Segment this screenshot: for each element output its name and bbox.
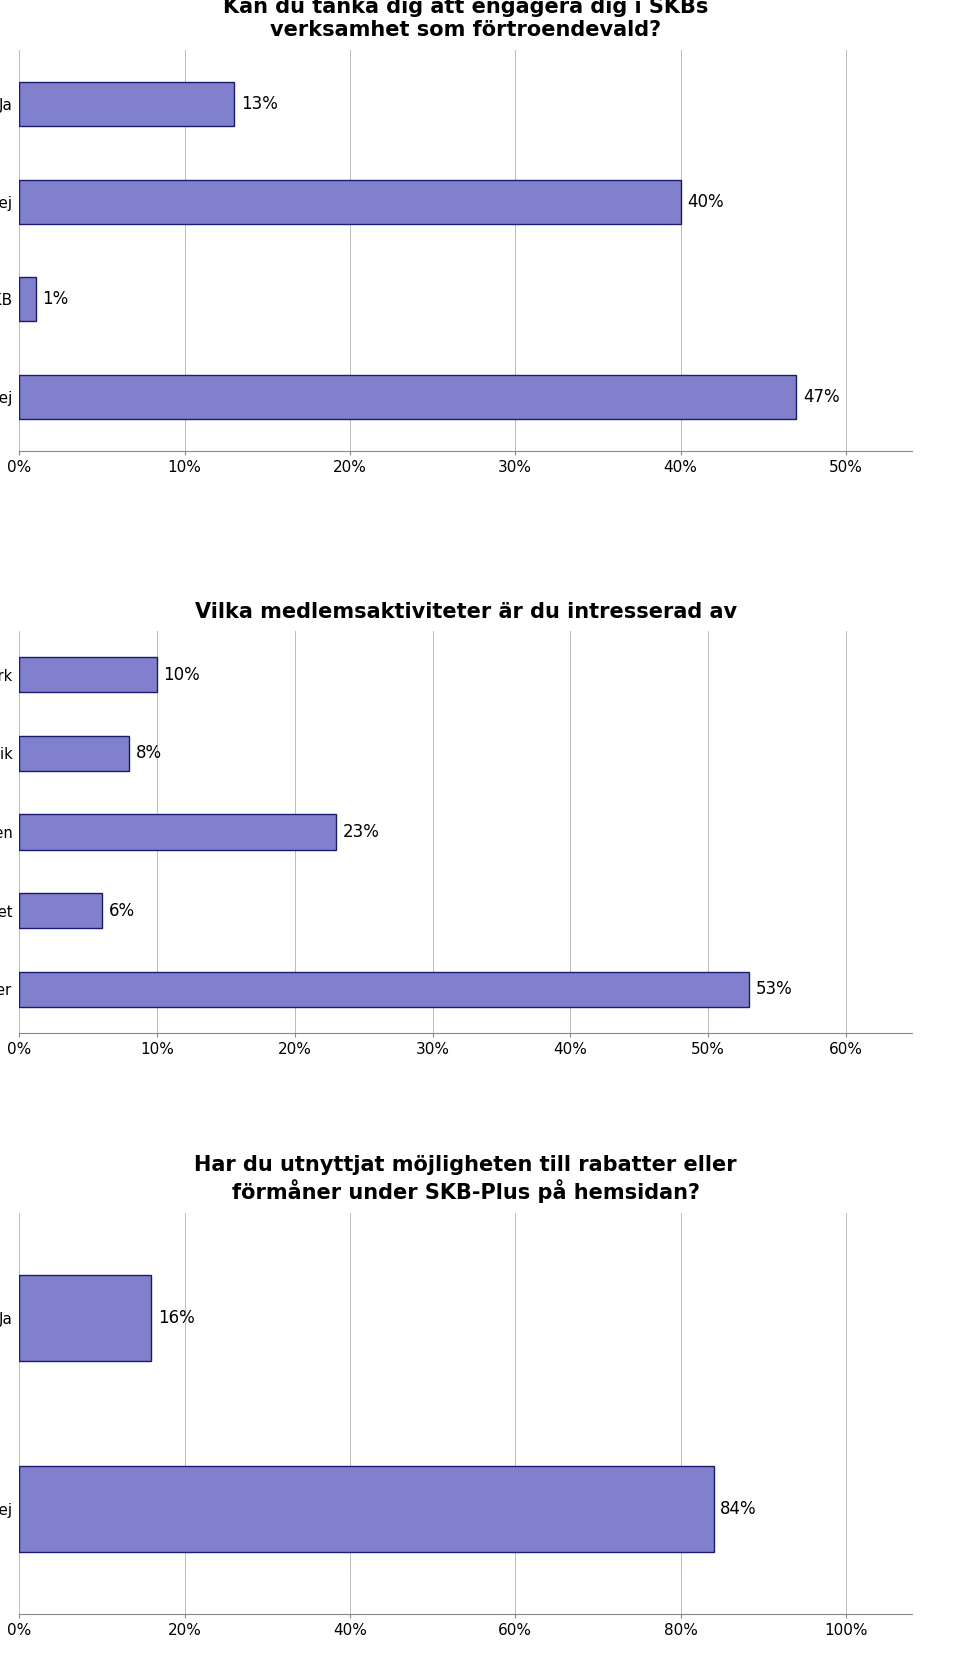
- Bar: [19, 82, 234, 126]
- Text: 16%: 16%: [158, 1310, 195, 1328]
- Bar: [19, 278, 36, 321]
- Bar: [19, 1275, 152, 1361]
- Bar: [19, 894, 102, 929]
- Bar: [19, 1466, 713, 1553]
- Title: Har du utnyttjat möjligheten till rabatter eller
förmåner under SKB-Plus på hems: Har du utnyttjat möjligheten till rabatt…: [194, 1155, 737, 1203]
- Text: 47%: 47%: [803, 388, 839, 406]
- Bar: [19, 814, 336, 850]
- Bar: [19, 972, 750, 1007]
- Bar: [19, 180, 681, 223]
- Text: 10%: 10%: [163, 666, 201, 684]
- Title: Vilka medlemsaktiviteter är du intresserad av: Vilka medlemsaktiviteter är du intresser…: [195, 602, 736, 622]
- Text: 1%: 1%: [42, 290, 68, 308]
- Text: 13%: 13%: [241, 95, 277, 113]
- Bar: [19, 374, 796, 419]
- Text: 6%: 6%: [108, 902, 134, 920]
- Text: 40%: 40%: [687, 193, 724, 211]
- Text: 23%: 23%: [343, 824, 379, 840]
- Text: 84%: 84%: [720, 1499, 756, 1518]
- Title: Kan du tänka dig att engagera dig i SKBs
verksamhet som förtroendevald?: Kan du tänka dig att engagera dig i SKBs…: [223, 0, 708, 40]
- Text: 8%: 8%: [136, 744, 162, 762]
- Text: 53%: 53%: [756, 980, 793, 998]
- Bar: [19, 735, 130, 770]
- Bar: [19, 657, 157, 692]
